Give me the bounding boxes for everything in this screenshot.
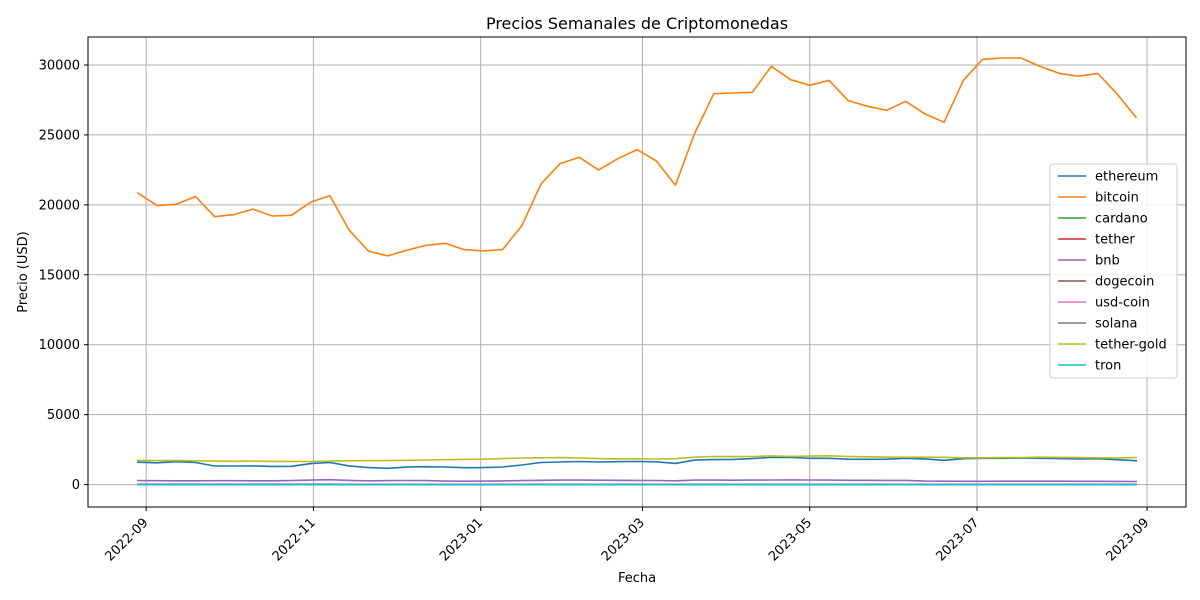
plot-frame: [87, 36, 1187, 508]
legend-label-tether-gold: tether-gold: [1095, 338, 1167, 353]
y-tick-label: 30000: [39, 58, 80, 73]
y-axis: 0 5000 10000 15000 20000 25000 30000: [39, 58, 88, 493]
legend-label-usd-coin: usd-coin: [1095, 296, 1150, 311]
legend-label-dogecoin: dogecoin: [1095, 275, 1154, 290]
x-axis: 2022-09 2022-11 2023-01 2023-03 2023-05 2023-…: [103, 507, 1152, 564]
legend-label-ethereum: ethereum: [1095, 170, 1158, 185]
x-tick-label: 2023-09: [1103, 515, 1152, 564]
y-axis-title: Precio (USD): [16, 231, 31, 312]
y-tick-label: 15000: [39, 268, 80, 283]
legend-label-cardano: cardano: [1095, 212, 1148, 227]
grid: [88, 37, 1186, 507]
legend-label-tether: tether: [1095, 233, 1135, 248]
x-tick-label: 2023-01: [437, 515, 486, 564]
series-line-bitcoin: [136, 57, 1138, 257]
chart-title: Precios Semanales de Criptomonedas: [486, 14, 788, 33]
series-lines: [136, 57, 1138, 486]
x-tick-label: 2023-07: [933, 515, 982, 564]
y-tick-label: 5000: [47, 408, 80, 423]
legend-label-bitcoin: bitcoin: [1095, 191, 1139, 206]
y-tick-label: 10000: [39, 338, 80, 353]
y-tick-label: 0: [72, 478, 80, 493]
x-axis-title: Fecha: [618, 571, 656, 586]
x-tick-label: 2023-03: [599, 515, 648, 564]
series-line-bnb: [137, 478, 1137, 483]
legend-label-bnb: bnb: [1095, 254, 1120, 269]
y-tick-label: 20000: [39, 198, 80, 213]
legend-label-tron: tron: [1095, 359, 1121, 374]
x-tick-label: 2022-09: [103, 515, 152, 564]
y-tick-label: 25000: [39, 128, 80, 143]
legend: ethereum bitcoin cardano tether bnb dogecoin u…: [1049, 163, 1178, 379]
x-tick-label: 2022-11: [270, 515, 319, 564]
series-line-tether-gold: [137, 454, 1137, 463]
legend-label-solana: solana: [1095, 317, 1138, 332]
x-tick-label: 2023-05: [766, 515, 815, 564]
